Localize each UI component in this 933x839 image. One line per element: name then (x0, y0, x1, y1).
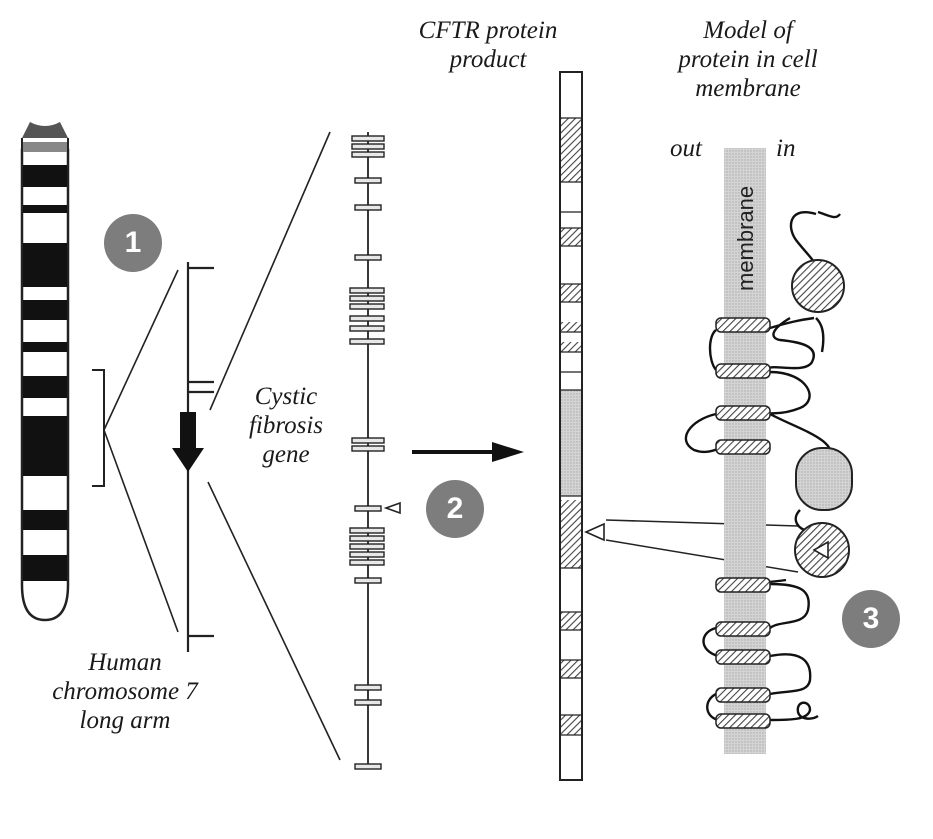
gene-label: Cystic fibrosis gene (226, 382, 346, 469)
model-label-line: Model of (703, 17, 793, 44)
protein-segment (561, 660, 581, 678)
exon (354, 699, 382, 706)
protein-segment (561, 322, 581, 332)
protein-segment (561, 715, 581, 735)
helix (715, 713, 771, 729)
nucleotide-binding-domain-1 (791, 259, 845, 313)
chromosome-band (23, 416, 67, 476)
exon (349, 315, 385, 322)
step-badge-3: 3 (842, 590, 900, 648)
exon (349, 543, 385, 550)
enlarged-region (172, 262, 214, 652)
protein-segment (561, 500, 581, 568)
gene-label-line: Cystic (254, 383, 318, 410)
exon (354, 204, 382, 211)
chromosome-label-line: Human (88, 649, 162, 676)
protein-product-label: CFTR protein product (378, 16, 598, 74)
chromosome-band (23, 555, 67, 581)
helix (715, 405, 771, 421)
exon (351, 437, 385, 444)
step-badge-1: 1 (104, 214, 162, 272)
gene-to-protein-arrow (412, 442, 524, 462)
chromosome-band (23, 165, 67, 187)
gene-label-line: gene (262, 441, 310, 468)
model-label-line: membrane (695, 75, 801, 102)
exon (351, 151, 385, 158)
chromosome-band (23, 376, 67, 398)
exon (349, 338, 385, 345)
helix (715, 687, 771, 703)
helix (715, 649, 771, 665)
protein-product-label-line: CFTR protein (418, 17, 558, 44)
helix (715, 317, 771, 333)
exon (349, 551, 385, 558)
chromosome-bracket (92, 369, 105, 487)
membrane-label: membrane (733, 185, 758, 291)
helix (715, 439, 771, 455)
mutation-marker-protein (584, 522, 605, 542)
exon (354, 177, 382, 184)
chromosome-label-line: chromosome 7 (52, 678, 198, 705)
protein-product-label-line: product (449, 46, 527, 73)
model-label: Model of protein in cell membrane (638, 16, 858, 103)
exon (351, 135, 385, 142)
protein-segment (561, 284, 581, 302)
gene-arrow-shaft (180, 412, 196, 450)
helix (715, 363, 771, 379)
helix (715, 621, 771, 637)
gene-label-line: fibrosis (248, 412, 324, 439)
exon (349, 325, 385, 332)
chromosome-label: Human chromosome 7 long arm (20, 648, 230, 735)
chromosome-band (23, 243, 67, 287)
exon (354, 684, 382, 691)
exon (354, 577, 382, 584)
cftr-protein-bar (559, 71, 605, 781)
chromosome-7 (20, 122, 70, 622)
chromosome-band (23, 342, 67, 352)
helix (715, 577, 771, 593)
chromosome-band (23, 300, 67, 320)
exon (349, 303, 385, 310)
exon (354, 505, 382, 512)
protein-segment (561, 228, 581, 246)
chromosome-band (23, 510, 67, 530)
model-label-line: protein in cell (678, 46, 818, 73)
tm-helices (715, 317, 771, 729)
cf-gene-exons (349, 132, 401, 770)
out-label: out (670, 135, 702, 162)
regulatory-domain (795, 447, 853, 511)
protein-r-domain (561, 390, 581, 496)
chromosome-band (23, 205, 67, 213)
protein-segment (561, 342, 581, 352)
chromosome-band (23, 142, 67, 152)
exon (349, 287, 385, 294)
chromosome-cap (22, 122, 68, 138)
exon (351, 445, 385, 452)
exon (351, 143, 385, 150)
exon (354, 763, 382, 770)
protein-segment (561, 118, 581, 182)
step-badge-2: 2 (426, 480, 484, 538)
mutation-marker-gene (383, 501, 401, 515)
exon (349, 535, 385, 542)
exon (349, 527, 385, 534)
protein-segment (561, 612, 581, 630)
exon (354, 254, 382, 261)
chromosome-label-line: long arm (79, 707, 171, 734)
exon (349, 295, 385, 302)
mutation-marker-model (812, 540, 829, 560)
exon (349, 559, 385, 566)
in-label: in (776, 135, 796, 162)
gene-arrow-head (172, 448, 204, 472)
